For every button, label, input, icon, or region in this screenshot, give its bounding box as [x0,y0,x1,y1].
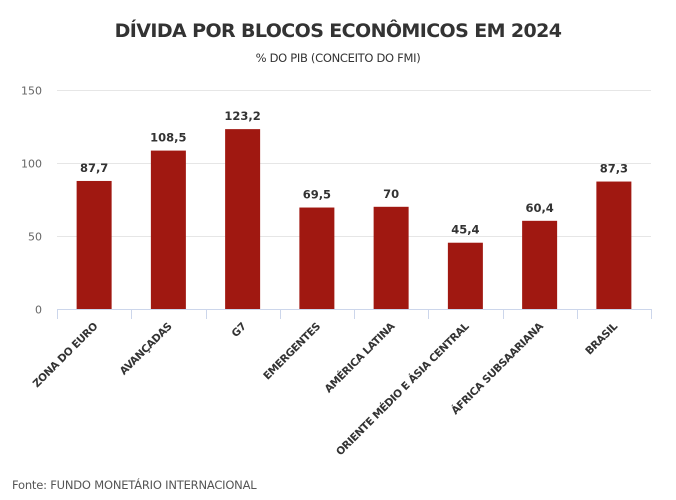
x-axis [57,309,652,319]
x-axis-labels: ZONA DO EURO AVANÇADAS G7 EMERGENTES AMÉRICA… [31,319,621,458]
x-tick-label: ORIENTE MÉDIO E ÁSIA CENTRAL [333,319,472,458]
data-label: 60,4 [525,201,553,215]
data-label: 70 [383,187,399,201]
gridlines [57,90,651,237]
data-label: 45,4 [451,223,479,237]
y-tick-label: 0 [35,304,42,317]
bar[interactable] [522,220,558,309]
bar[interactable] [373,206,409,309]
y-axis-ticks: 0 50 100 150 [21,85,42,317]
y-tick-label: 150 [21,85,42,98]
data-label: 69,5 [303,188,331,202]
bar[interactable] [76,180,112,309]
bar[interactable] [596,181,632,309]
data-label: 87,7 [80,161,108,175]
bar[interactable] [299,207,335,309]
data-label: 123,2 [224,109,260,123]
x-tick-label: BRASIL [583,320,620,357]
x-tick-label: ZONA DO EURO [31,320,101,390]
x-tick-label: EMERGENTES [261,321,323,383]
x-tick-label: AMÉRICA LATINA [322,319,398,395]
y-tick-label: 100 [21,158,42,171]
data-label: 108,5 [150,131,186,145]
y-tick-label: 50 [28,231,42,244]
bar[interactable] [225,129,261,309]
data-labels: 87,7 108,5 123,2 69,5 70 45,4 60,4 87,3 [80,109,628,237]
bars [76,129,632,309]
chart-subtitle: % DO PIB (CONCEITO DO FMI) [255,51,421,65]
source-note: Fonte: FUNDO MONETÁRIO INTERNACIONAL [12,478,257,492]
x-tick-label: G7 [230,321,249,340]
bar[interactable] [150,150,186,309]
x-tick-label: AVANÇADAS [118,321,175,378]
data-label: 87,3 [600,162,628,176]
bar[interactable] [447,242,483,309]
chart-title: DÍVIDA POR BLOCOS ECONÔMICOS EM 2024 [114,20,562,42]
